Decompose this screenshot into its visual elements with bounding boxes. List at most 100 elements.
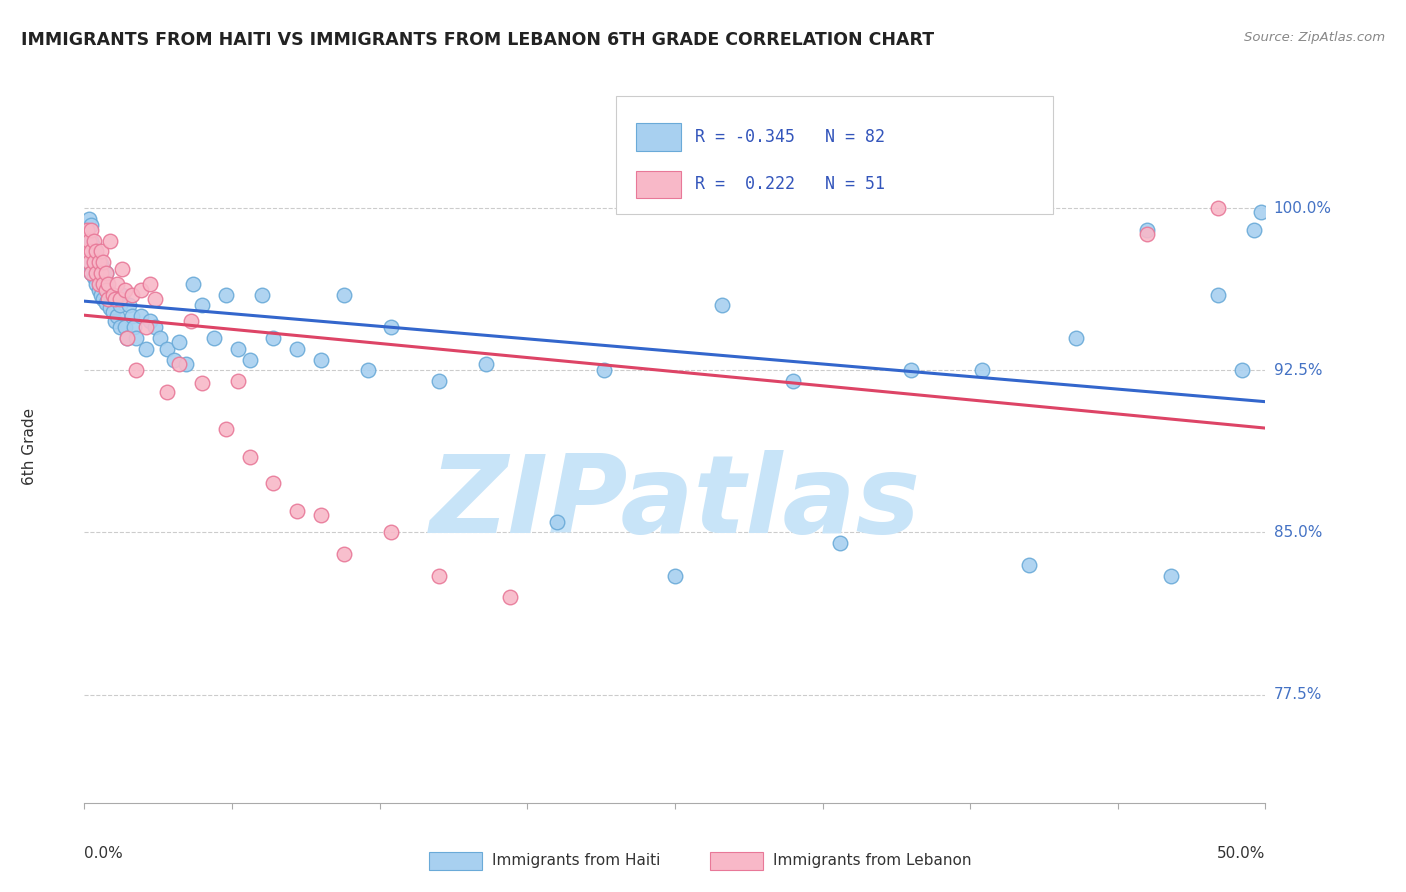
- Point: [129, 310, 152, 324]
- Point: [91, 261, 114, 276]
- Text: 6th Grade: 6th Grade: [22, 408, 37, 484]
- FancyBboxPatch shape: [636, 123, 681, 151]
- Point: [97, 292, 120, 306]
- Point: [94, 279, 117, 293]
- Point: [143, 320, 166, 334]
- Text: 50.0%: 50.0%: [1218, 846, 1265, 861]
- Point: [84, 277, 107, 291]
- Point: [215, 422, 238, 436]
- Point: [87, 283, 110, 297]
- Point: [94, 296, 117, 310]
- Point: [143, 292, 166, 306]
- Point: [121, 287, 143, 301]
- Point: [107, 277, 129, 291]
- Point: [91, 275, 114, 289]
- Point: [77, 211, 100, 226]
- Text: 85.0%: 85.0%: [1274, 525, 1322, 540]
- Point: [76, 255, 98, 269]
- Point: [380, 525, 402, 540]
- Point: [1250, 205, 1272, 219]
- Point: [156, 342, 179, 356]
- Point: [91, 277, 114, 291]
- Point: [98, 234, 121, 248]
- Point: [191, 376, 214, 391]
- Point: [711, 298, 734, 312]
- Point: [1206, 201, 1229, 215]
- Point: [139, 277, 162, 291]
- Point: [167, 357, 190, 371]
- Point: [239, 352, 262, 367]
- Point: [135, 342, 157, 356]
- Point: [239, 450, 262, 464]
- Point: [111, 287, 134, 301]
- Point: [115, 331, 138, 345]
- Point: [111, 261, 134, 276]
- Point: [118, 298, 141, 312]
- Point: [333, 547, 356, 561]
- Point: [84, 261, 107, 276]
- Point: [97, 283, 120, 297]
- Point: [1066, 331, 1088, 345]
- Point: [262, 475, 284, 490]
- Point: [80, 244, 103, 259]
- Point: [970, 363, 993, 377]
- Point: [156, 384, 179, 399]
- Point: [90, 270, 112, 285]
- Point: [107, 310, 129, 324]
- Point: [114, 320, 136, 334]
- Point: [77, 234, 100, 248]
- Point: [97, 292, 120, 306]
- Point: [1230, 363, 1253, 377]
- Text: ZIPatlas: ZIPatlas: [429, 450, 921, 556]
- Point: [250, 287, 273, 301]
- Point: [90, 244, 112, 259]
- Point: [121, 310, 143, 324]
- Text: 77.5%: 77.5%: [1274, 687, 1322, 702]
- Point: [191, 298, 214, 312]
- Point: [129, 283, 152, 297]
- Point: [94, 266, 117, 280]
- Point: [180, 313, 202, 327]
- Point: [782, 374, 804, 388]
- FancyBboxPatch shape: [616, 96, 1053, 214]
- Point: [163, 352, 186, 367]
- Point: [98, 301, 121, 315]
- Point: [84, 244, 107, 259]
- Point: [546, 515, 568, 529]
- Text: Immigrants from Haiti: Immigrants from Haiti: [492, 854, 661, 868]
- Point: [76, 223, 98, 237]
- Point: [475, 357, 498, 371]
- Point: [97, 277, 120, 291]
- Point: [149, 331, 172, 345]
- Point: [226, 374, 249, 388]
- Point: [1018, 558, 1040, 572]
- Text: R =  0.222   N = 51: R = 0.222 N = 51: [695, 175, 884, 193]
- Point: [98, 287, 121, 301]
- Point: [83, 255, 105, 269]
- Point: [91, 255, 114, 269]
- Point: [77, 255, 100, 269]
- Point: [83, 234, 105, 248]
- Text: IMMIGRANTS FROM HAITI VS IMMIGRANTS FROM LEBANON 6TH GRADE CORRELATION CHART: IMMIGRANTS FROM HAITI VS IMMIGRANTS FROM…: [21, 31, 934, 49]
- Point: [285, 504, 308, 518]
- Point: [1243, 223, 1265, 237]
- Point: [900, 363, 922, 377]
- Point: [1136, 227, 1159, 241]
- Point: [80, 266, 103, 280]
- Point: [87, 255, 110, 269]
- Point: [664, 568, 686, 582]
- FancyBboxPatch shape: [636, 170, 681, 198]
- Point: [101, 305, 124, 319]
- Text: Immigrants from Lebanon: Immigrants from Lebanon: [773, 854, 972, 868]
- Point: [87, 266, 110, 280]
- Point: [108, 292, 131, 306]
- Point: [285, 342, 308, 356]
- Point: [84, 249, 107, 263]
- Point: [262, 331, 284, 345]
- Point: [90, 257, 112, 271]
- Point: [87, 277, 110, 291]
- Point: [139, 313, 162, 327]
- Point: [83, 270, 105, 285]
- Point: [181, 277, 204, 291]
- Point: [101, 287, 124, 301]
